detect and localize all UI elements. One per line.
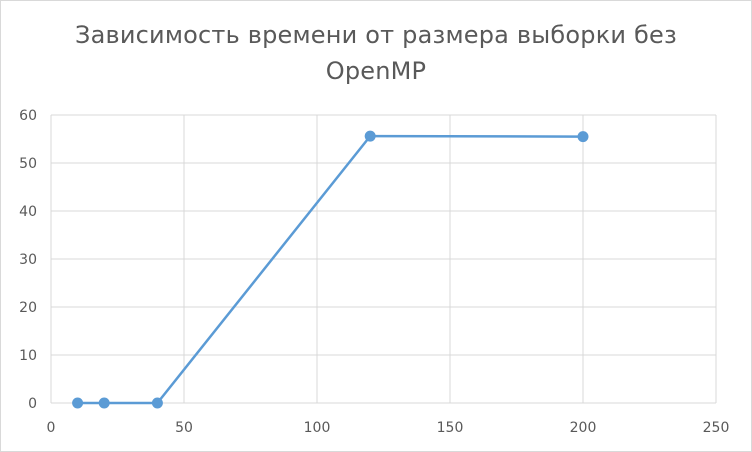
- series-layer: [72, 130, 589, 409]
- data-point: [98, 397, 110, 409]
- y-tick-label: 20: [19, 300, 37, 316]
- y-tick-label: 40: [19, 204, 37, 220]
- y-tick-label: 50: [19, 156, 37, 172]
- data-point: [151, 397, 163, 409]
- chart-title: Зависимость времени от размера выборки б…: [74, 21, 677, 85]
- x-tick-label: 150: [437, 420, 464, 436]
- tick-labels: 0 10 20 30 40 50 60 0 50 100 150 200 250: [19, 108, 729, 436]
- y-tick-label: 10: [19, 348, 37, 364]
- y-tick-label: 30: [19, 252, 37, 268]
- x-tick-label: 250: [703, 420, 730, 436]
- y-tick-label: 60: [19, 108, 37, 124]
- data-point: [72, 397, 84, 409]
- x-tick-label: 0: [47, 420, 56, 436]
- data-point: [364, 130, 376, 142]
- x-tick-label: 50: [175, 420, 193, 436]
- series-line: [76, 134, 585, 405]
- data-point: [577, 131, 589, 143]
- x-tick-label: 100: [304, 420, 331, 436]
- x-tick-label: 200: [570, 420, 597, 436]
- y-tick-label: 0: [28, 396, 37, 412]
- grid-layer: [50, 114, 717, 404]
